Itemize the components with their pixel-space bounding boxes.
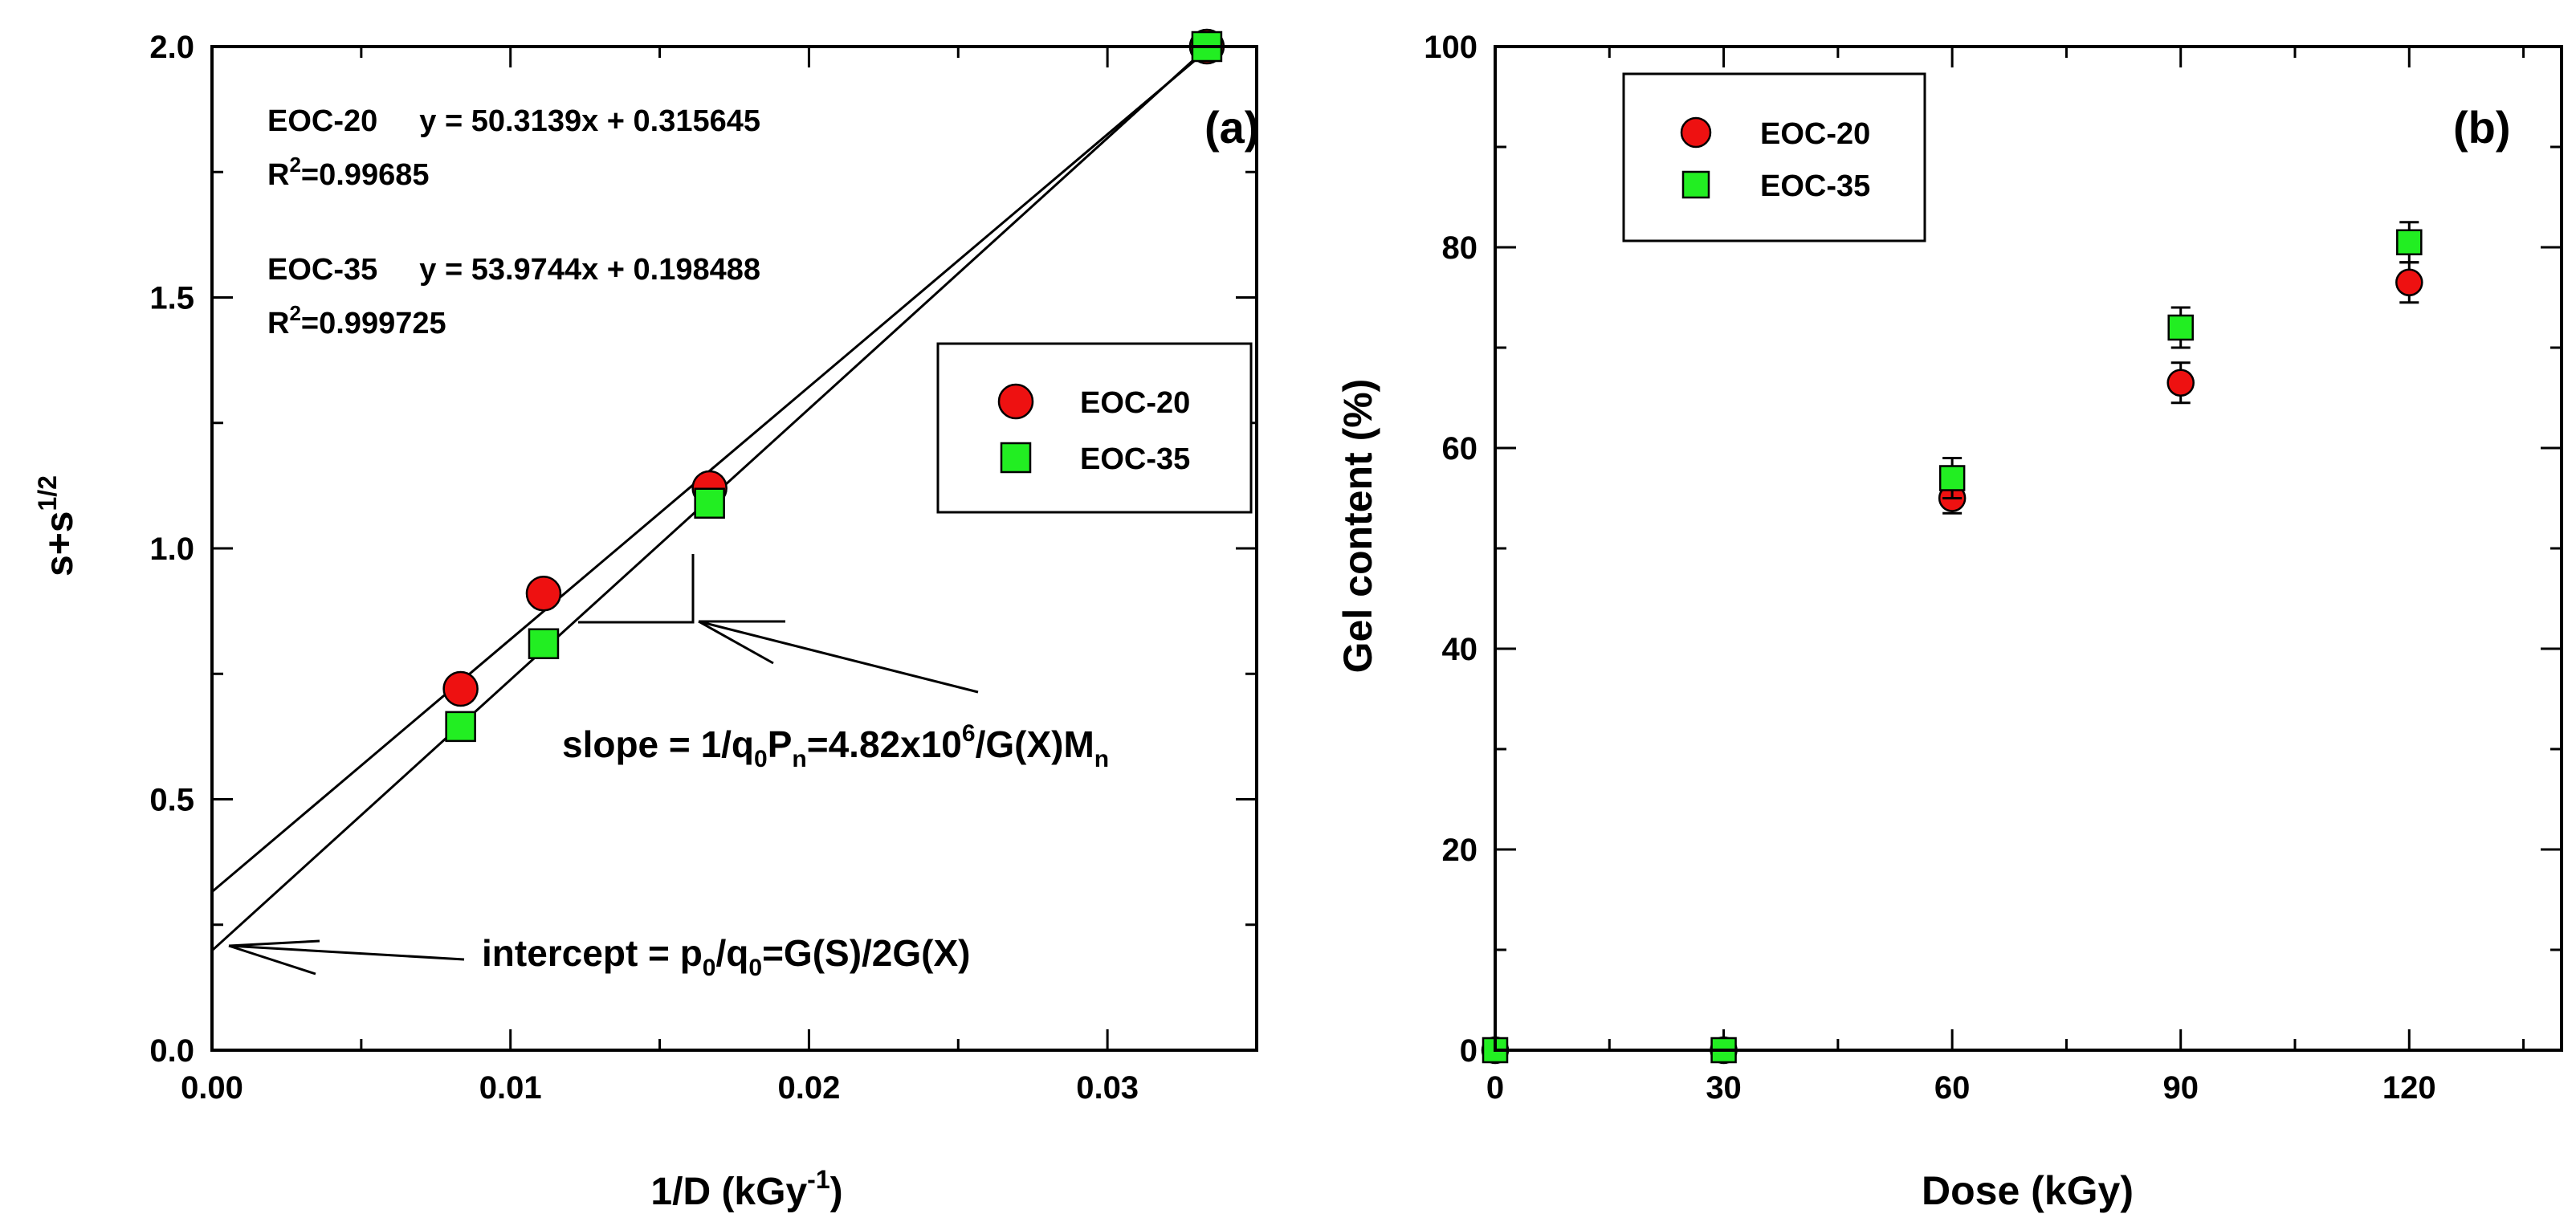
axis-ticks [210,45,1258,1052]
data-point-eoc-20 [442,670,479,707]
panel-label-a: (a) [1204,102,1259,153]
y-tick-label: 40 [1442,632,1478,667]
data-point-eoc-35 [445,711,476,743]
data-point-eoc-35 [694,487,725,519]
x-axis-label: 1/D (kGy-1) [650,1165,842,1213]
y-tick-label: 0.0 [149,1033,194,1069]
slope-arrow [698,620,979,694]
x-tick-label: 0.00 [181,1070,243,1106]
chart-panel-a: 0.00 0.01 0.02 0.03 0.0 0.5 1.0 1.5 2.0 1/D (kG… [33,28,1259,1213]
legend-box [936,342,1253,514]
legend-marker-eoc20 [997,383,1034,420]
data-point-eoc-35 [1938,465,1966,491]
y-tick-label: 0 [1460,1033,1478,1069]
fit-equation-eoc20: EOC-20 y = 50.3139x + 0.315645 [267,104,760,138]
legend-marker-eoc20 [1680,116,1712,149]
intercept-arrow [228,939,465,976]
r2-eoc35: R2=0.999725 [267,301,446,340]
x-tick-label: 0.03 [1076,1070,1139,1106]
y-tick-label: 2.0 [149,30,194,65]
y-axis-label: s+s1/2 [33,475,81,576]
legend-box [1622,72,1926,242]
intercept-annotation: intercept = p0/q0=G(S)/2G(X) [482,932,971,981]
x-tick-label: 60 [1934,1070,1971,1106]
y-axis-label: Gel content (%) [1335,379,1380,674]
legend-label-eoc35: EOC-35 [1080,442,1190,476]
x-tick-labels: 0 30 60 90 120 [1486,1070,2436,1106]
data-point-eoc-20 [2166,369,2195,397]
y-tick-label: 1.0 [149,532,194,567]
x-tick-label: 0.01 [479,1070,542,1106]
data-point-eoc-35 [528,628,560,659]
legend: EOC-20 EOC-35 [1622,72,1926,242]
x-tick-label: 30 [1706,1070,1742,1106]
x-tick-label: 0 [1486,1070,1504,1106]
y-tick-labels: 0 20 40 60 80 100 [1424,30,1478,1069]
fit-line-eoc-20 [211,47,1210,893]
legend-label-eoc35: EOC-35 [1760,169,1870,203]
x-tick-label: 120 [2382,1070,2436,1106]
y-tick-label: 80 [1442,230,1478,266]
slope-annotation: slope = 1/q0Pn=4.82x106/G(X)Mn [562,720,1109,772]
chart-panel-b: 0 30 60 90 120 0 20 40 60 80 100 Dose (kGy) Gel c… [1335,30,2563,1213]
slope-triangle [578,554,695,624]
legend-marker-eoc35 [1000,442,1032,474]
y-tick-label: 0.5 [149,783,194,818]
y-tick-label: 1.5 [149,281,194,316]
data-point-eoc-20 [525,576,562,612]
x-tick-labels: 0.00 0.01 0.02 0.03 [181,1070,1139,1106]
y-tick-labels: 0.0 0.5 1.0 1.5 2.0 [149,30,194,1069]
data-point-eoc-20 [2395,268,2423,296]
y-tick-label: 100 [1424,30,1478,65]
legend-label-eoc20: EOC-20 [1080,386,1190,420]
legend-marker-eoc35 [1681,170,1710,199]
x-tick-label: 0.02 [777,1070,840,1106]
y-tick-label: 60 [1442,431,1478,466]
legend: EOC-20 EOC-35 [936,342,1253,514]
legend-label-eoc20: EOC-20 [1760,117,1870,151]
fit-equation-eoc35: EOC-35 y = 53.9744x + 0.198488 [267,253,760,287]
data-point-eoc-35 [2167,314,2194,341]
plot-frame [1494,45,2563,1052]
plot-frame [210,45,1258,1052]
data-point-eoc-35 [2396,229,2423,255]
data-points [1481,221,2423,1065]
x-tick-label: 90 [2162,1070,2199,1106]
panel-label-b: (b) [2453,102,2511,153]
x-axis-label: Dose (kGy) [1922,1168,2134,1213]
r2-eoc20: R2=0.99685 [267,153,429,192]
y-tick-label: 20 [1442,833,1478,868]
